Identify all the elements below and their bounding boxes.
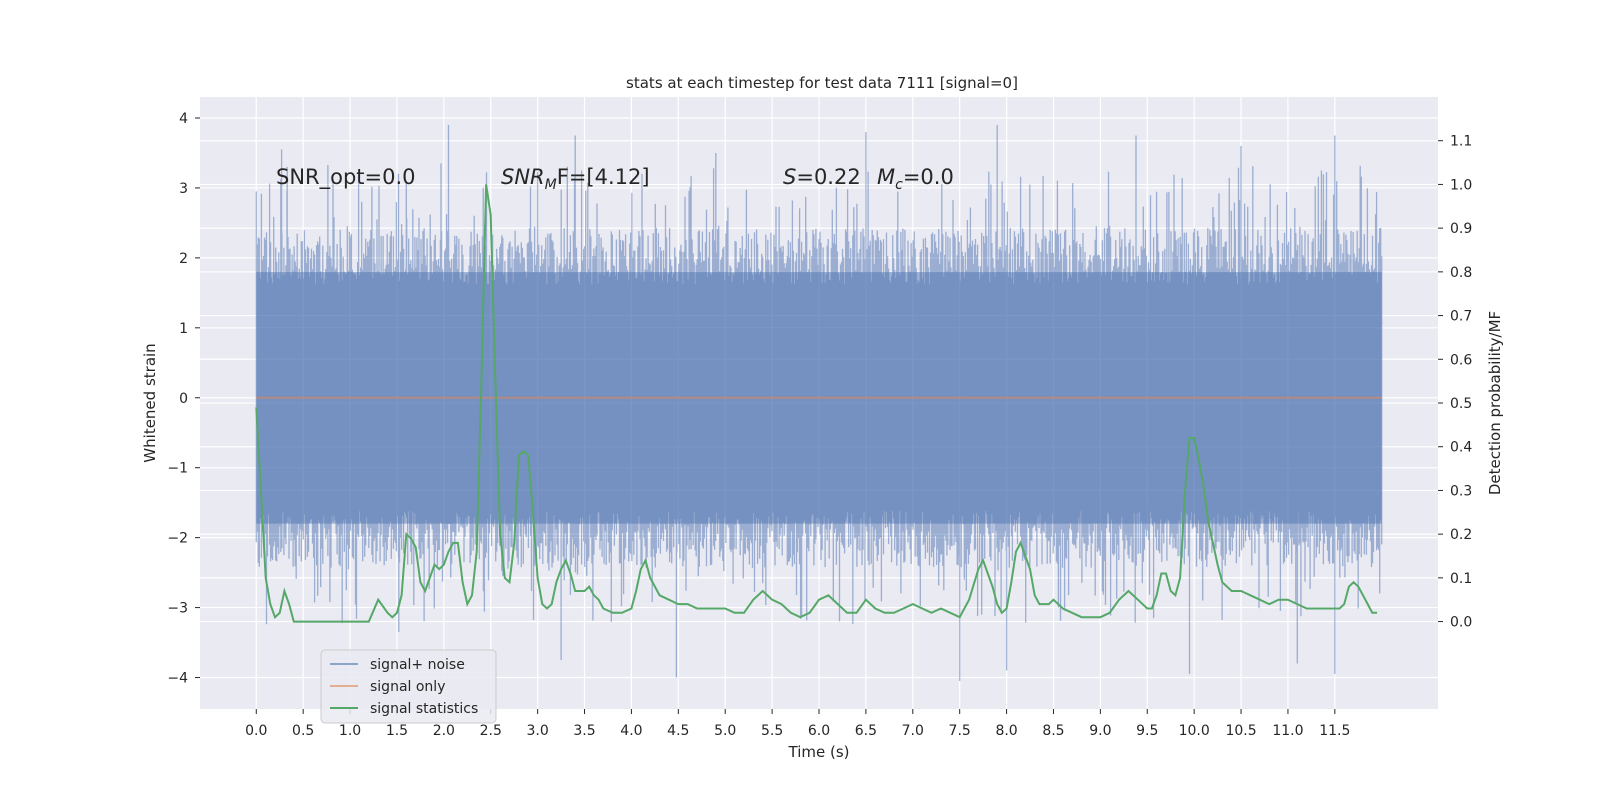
x-tick-label: 10.5: [1225, 723, 1256, 739]
left-y-tick-label: 1: [179, 321, 188, 337]
right-y-tick-label: 1.0: [1450, 177, 1472, 193]
plot-area: [200, 97, 1438, 709]
right-y-tick-label: 0.2: [1450, 527, 1472, 543]
right-y-tick-label: 0.4: [1450, 440, 1472, 456]
x-tick-label: 4.5: [667, 723, 689, 739]
chart-title: stats at each timestep for test data 711…: [626, 74, 1018, 92]
left-y-tick-label: −3: [167, 601, 188, 617]
right-y-tick-label: 0.0: [1450, 615, 1472, 631]
x-tick-label: 6.0: [808, 723, 830, 739]
legend-label-signal-plus-noise: signal+ noise: [370, 657, 465, 673]
left-y-tick-label: 0: [179, 391, 188, 407]
annotation-mc-main: M: [877, 165, 895, 189]
annotation-snr-opt: SNR_opt=0.0: [276, 165, 416, 190]
x-tick-label: 1.0: [339, 723, 361, 739]
x-tick-label: 4.0: [620, 723, 642, 739]
annotation-mc-rest: =0.0: [903, 165, 954, 189]
x-tick-label: 2.0: [433, 723, 455, 739]
x-tick-label: 2.5: [480, 723, 502, 739]
annotation-mc: Mc=0.0: [877, 165, 954, 193]
right-y-tick-label: 0.8: [1450, 265, 1472, 281]
right-y-tick-label: 0.3: [1450, 483, 1472, 499]
legend-label-signal-only: signal only: [370, 679, 445, 695]
x-tick-label: 9.0: [1089, 723, 1111, 739]
left-y-tick-label: 3: [179, 181, 188, 197]
x-tick-label: 6.5: [855, 723, 877, 739]
x-tick-label: 5.5: [761, 723, 783, 739]
right-y-tick-label: 0.7: [1450, 309, 1472, 325]
annotation-snr-mf: SNRMF=[4.12]: [501, 165, 650, 193]
x-tick-label: 7.0: [902, 723, 924, 739]
x-axis-label: Time (s): [788, 743, 850, 761]
x-tick-label: 11.0: [1272, 723, 1303, 739]
legend-box: [320, 649, 497, 724]
left-y-tick-label: 2: [179, 251, 188, 267]
left-y-tick-label: −4: [167, 671, 188, 687]
left-y-tick-label: −1: [167, 461, 188, 477]
right-y-axis-label: Detection probability/MF: [1486, 311, 1504, 495]
x-tick-label: 3.5: [573, 723, 595, 739]
right-y-tick-label: 0.1: [1450, 571, 1472, 587]
x-tick-label: 11.5: [1319, 723, 1350, 739]
x-tick-label: 3.0: [527, 723, 549, 739]
right-y-axis-ticks: 1.1 1.0 0.9 0.8 0.7 0.6 0.5 0.4 0.3 0.2 0.1 0.0: [1438, 134, 1472, 631]
annotation-mc-sub: c: [895, 177, 903, 193]
annotation-s-rest: =0.22: [796, 165, 860, 189]
annotation-s: S=0.22: [783, 165, 861, 189]
x-tick-label: 0.0: [245, 723, 267, 739]
right-y-tick-label: 0.9: [1450, 221, 1472, 237]
annotation-snr-mf-rest: F=[4.12]: [557, 165, 650, 189]
x-tick-label: 5.0: [714, 723, 736, 739]
x-tick-label: 10.0: [1179, 723, 1210, 739]
x-tick-label: 8.0: [995, 723, 1017, 739]
series-signal-statistics-line: [255, 184, 1377, 623]
annotation-snr-mf-sub: M: [545, 177, 557, 193]
legend-label-signal-statistics: signal statistics: [370, 701, 478, 717]
x-tick-label: 9.5: [1136, 723, 1158, 739]
x-tick-label: 8.5: [1042, 723, 1064, 739]
x-tick-label: 7.5: [949, 723, 971, 739]
left-y-tick-label: 4: [179, 111, 188, 127]
left-y-axis-ticks: 4 3 2 1 0 −1 −2 −3 −4: [167, 111, 200, 687]
annotation-snr-mf-main: SNR: [501, 165, 545, 189]
x-tick-label: 0.5: [292, 723, 314, 739]
legend: signal+ noise signal only signal statist…: [320, 649, 497, 724]
right-y-tick-label: 0.5: [1450, 396, 1472, 412]
x-axis-ticks: 0.0 0.5 1.0 1.5 2.0 2.5 3.0 3.5 4.0 4.5 5.0 5.5 6.0 6…: [245, 709, 1350, 739]
left-y-axis-label: Whitened strain: [141, 343, 159, 462]
annotation-s-main: S: [783, 165, 796, 189]
right-y-tick-label: 0.6: [1450, 352, 1472, 368]
x-tick-label: 1.5: [386, 723, 408, 739]
left-y-tick-label: −2: [167, 531, 188, 547]
right-y-tick-label: 1.1: [1450, 134, 1472, 150]
